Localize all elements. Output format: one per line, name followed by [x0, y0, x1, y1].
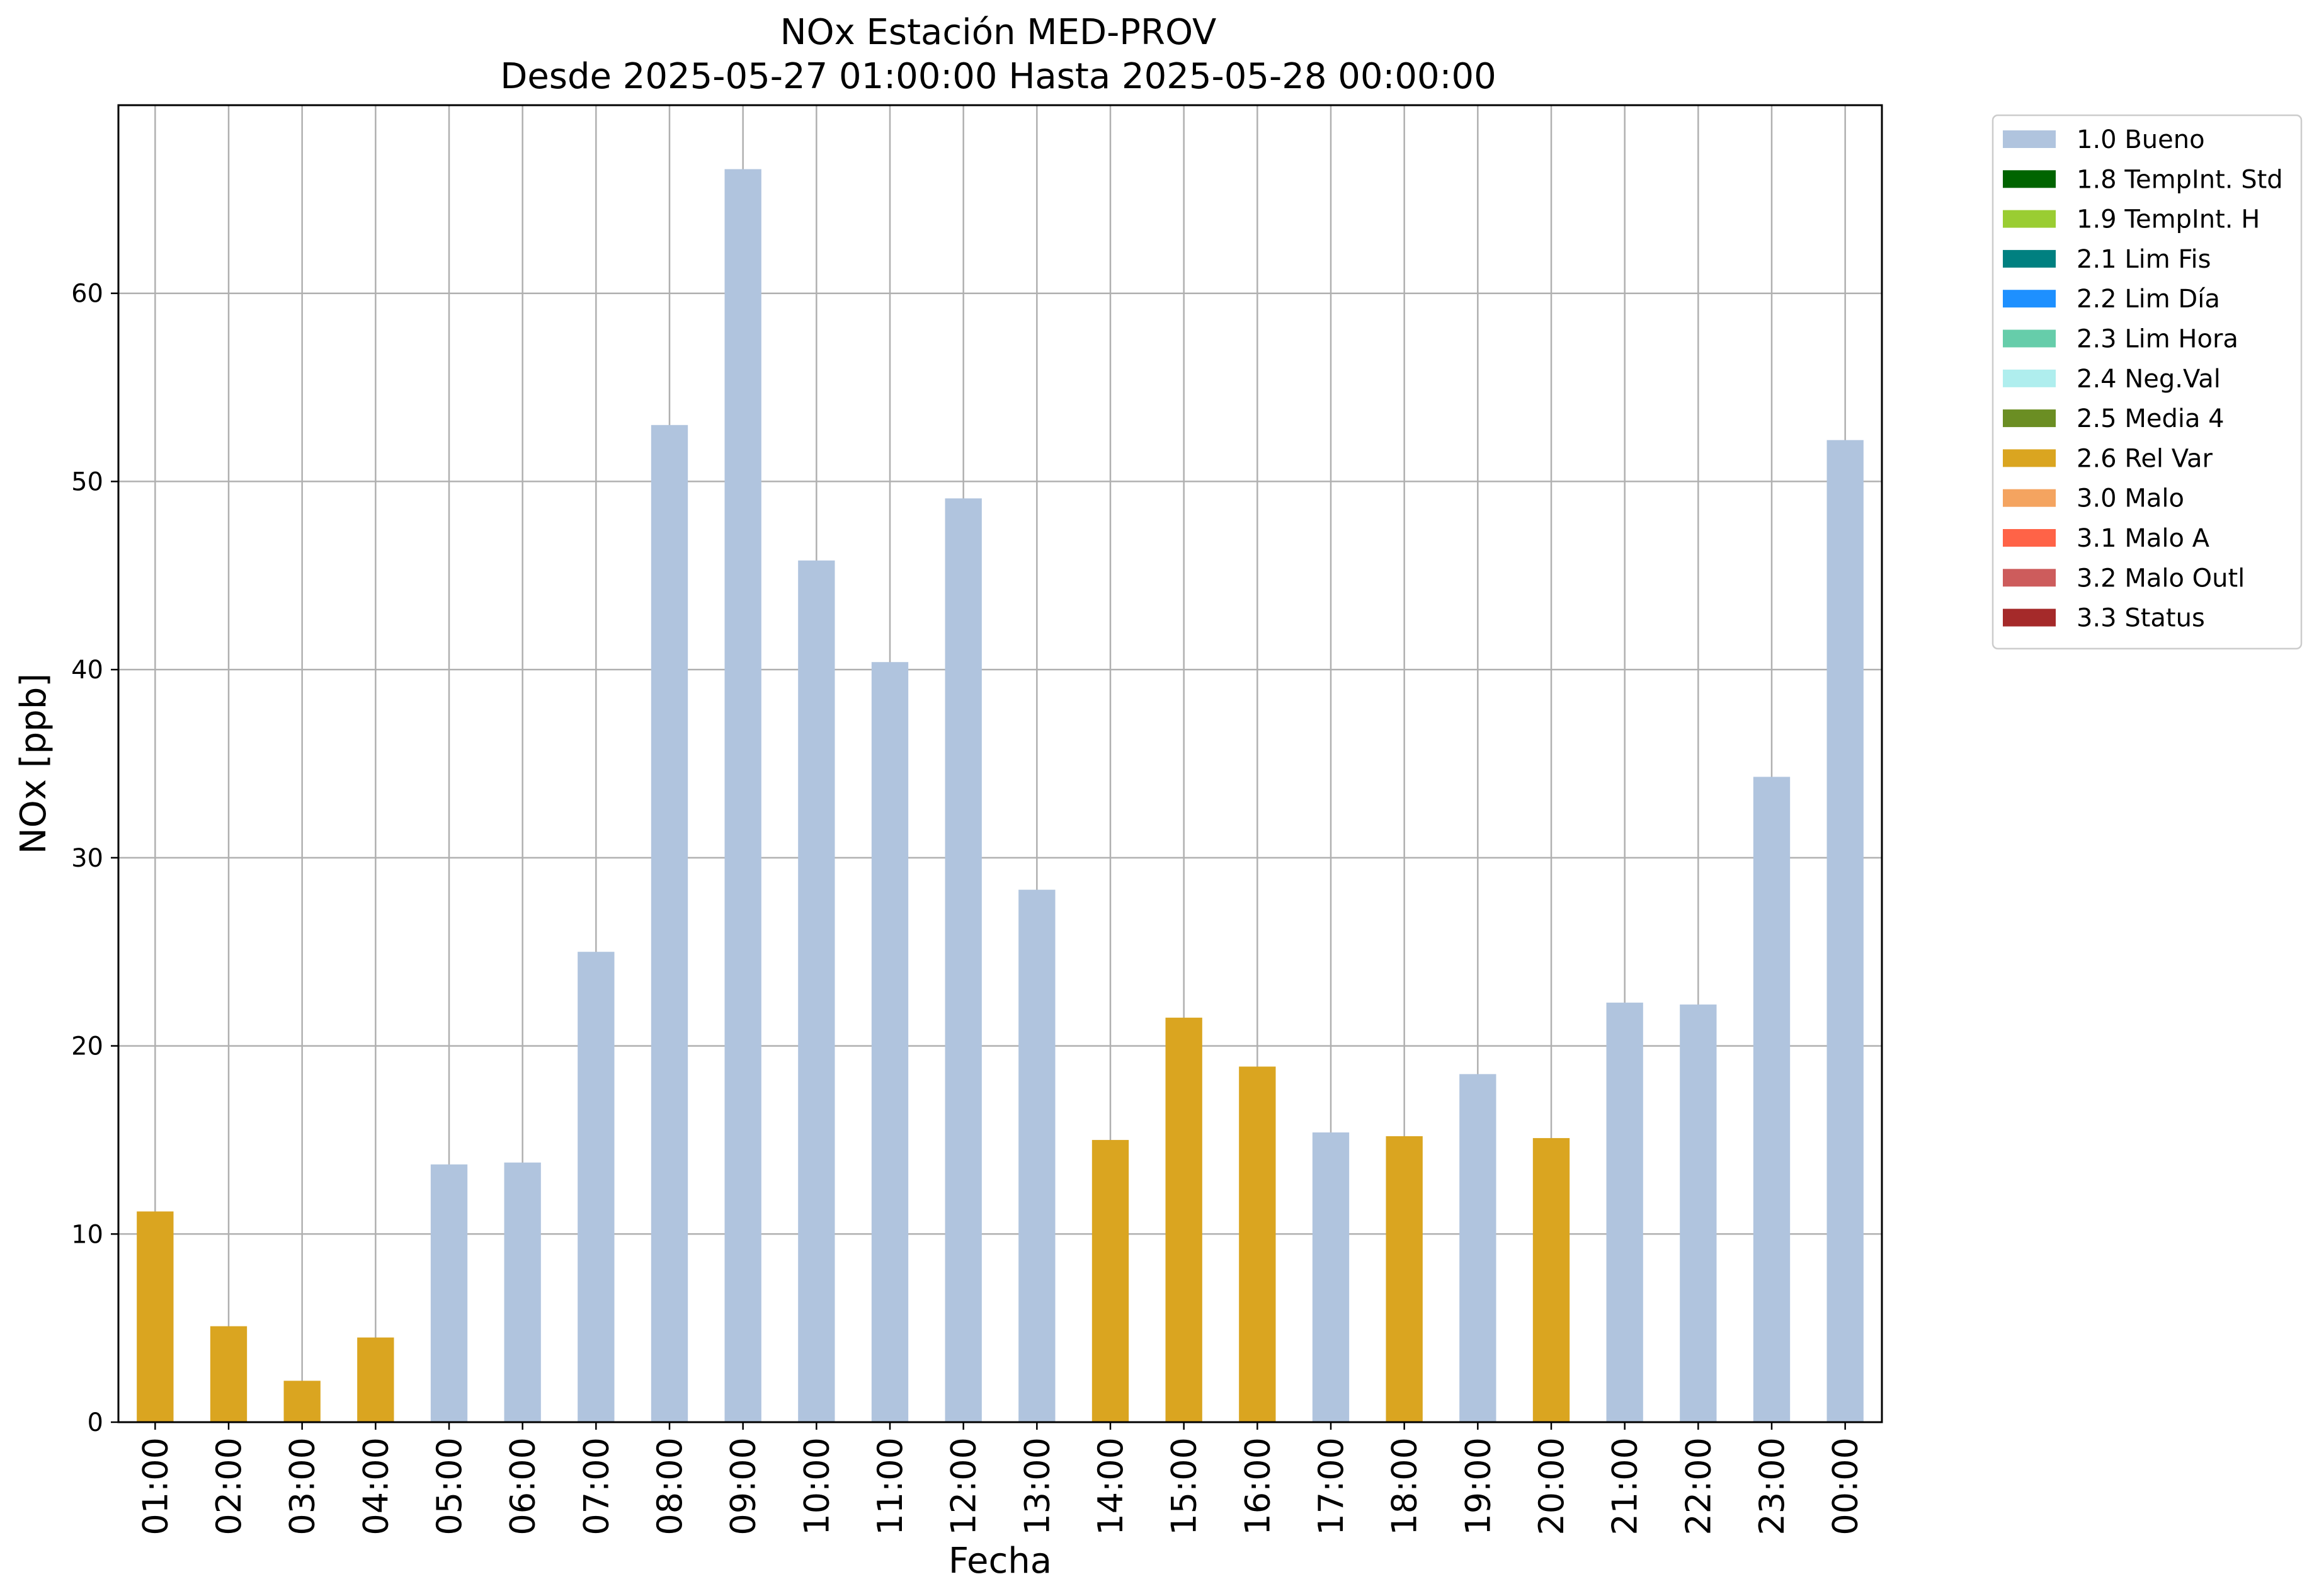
- legend-label: 2.5 Media 4: [2077, 404, 2225, 433]
- legend-label: 1.9 TempInt. H: [2077, 205, 2260, 234]
- y-tick-label: 40: [71, 656, 103, 685]
- legend-swatch: [2003, 569, 2056, 587]
- legend-label: 2.3 Lim Hora: [2077, 325, 2238, 354]
- bar-2000: [1532, 1137, 1570, 1422]
- legend-swatch: [2003, 290, 2056, 308]
- x-tick-label: 18:00: [1385, 1437, 1425, 1536]
- x-tick-label: 22:00: [1678, 1437, 1718, 1536]
- bar-2300: [1753, 777, 1791, 1422]
- legend-swatch: [2003, 369, 2056, 387]
- y-tick-label: 20: [71, 1032, 103, 1061]
- bar-2200: [1680, 1004, 1717, 1422]
- legend-swatch: [2003, 409, 2056, 428]
- bar-0800: [651, 425, 688, 1423]
- legend-swatch: [2003, 449, 2056, 467]
- bars: [137, 169, 1864, 1423]
- legend-label: 2.6 Rel Var: [2077, 444, 2213, 473]
- x-tick-label: 08:00: [650, 1437, 690, 1536]
- x-tick-label: 13:00: [1017, 1437, 1057, 1536]
- legend-label: 2.2 Lim Día: [2077, 285, 2220, 314]
- y-axis-label: NOx [ppb]: [13, 673, 54, 854]
- x-tick-label: 00:00: [1826, 1437, 1866, 1536]
- x-tick-label: 07:00: [576, 1437, 616, 1536]
- y-axis-ticks: 0 10 20 30 40 50 60: [71, 280, 118, 1437]
- bar-0700: [578, 952, 615, 1422]
- bar-1800: [1386, 1136, 1423, 1422]
- bar-0500: [430, 1164, 468, 1422]
- x-tick-label: 14:00: [1091, 1437, 1131, 1536]
- bar-1500: [1165, 1017, 1202, 1422]
- legend-frame: [1991, 114, 2303, 650]
- bar-1700: [1312, 1132, 1350, 1422]
- legend-swatch: [2003, 210, 2056, 228]
- bar-1000: [798, 560, 835, 1422]
- legend-swatch: [2003, 608, 2056, 627]
- legend-label: 1.8 TempInt. Std: [2077, 165, 2283, 194]
- x-tick-label: 01:00: [135, 1437, 175, 1536]
- legend-swatch: [2003, 489, 2056, 507]
- legend-label: 3.3 Status: [2077, 604, 2205, 633]
- legend-swatch: [2003, 529, 2056, 547]
- legend-swatch: [2003, 170, 2056, 188]
- chart-subtitle: Desde 2025-05-27 01:00:00 Hasta 2025-05-…: [500, 56, 1496, 97]
- legend-swatch: [2003, 130, 2056, 148]
- x-tick-label: 04:00: [356, 1437, 396, 1536]
- legend-swatch: [2003, 249, 2056, 268]
- bar-0000: [1826, 440, 1864, 1422]
- bar-1900: [1459, 1074, 1496, 1422]
- bar-0300: [283, 1381, 321, 1422]
- x-tick-label: 16:00: [1238, 1437, 1277, 1536]
- x-tick-label: 17:00: [1311, 1437, 1351, 1536]
- y-tick-label: 30: [71, 844, 103, 873]
- bar-1100: [871, 662, 909, 1422]
- bar-2100: [1606, 1002, 1643, 1422]
- bar-1300: [1018, 889, 1056, 1422]
- legend-label: 2.1 Lim Fis: [2077, 245, 2211, 274]
- bar-0900: [724, 169, 761, 1422]
- legend-label: 2.4 Neg.Val: [2077, 365, 2221, 394]
- chart-title: NOx Estación MED-PROV: [780, 12, 1217, 53]
- legend-label: 3.2 Malo Outl: [2077, 564, 2245, 593]
- plot-frame: [117, 104, 1883, 1423]
- x-tick-label: 23:00: [1752, 1437, 1792, 1536]
- bar-1400: [1091, 1139, 1129, 1422]
- y-tick-label: 60: [71, 280, 103, 309]
- x-tick-label: 09:00: [724, 1437, 763, 1536]
- x-tick-label: 21:00: [1605, 1437, 1645, 1536]
- bar-0400: [357, 1337, 394, 1422]
- bar-1600: [1239, 1066, 1276, 1422]
- x-axis-ticks: 01:00 02:00 03:00 04:00 05:00 06:00 07:00 08:00…: [135, 1422, 1866, 1536]
- legend-label: 1.0 Bueno: [2077, 125, 2205, 154]
- bar-0600: [504, 1162, 541, 1422]
- x-tick-label: 12:00: [944, 1437, 984, 1536]
- x-axis-label: Fecha: [949, 1541, 1052, 1582]
- x-tick-label: 06:00: [503, 1437, 543, 1536]
- legend-label: 3.0 Malo: [2077, 484, 2184, 513]
- bar-1200: [945, 498, 982, 1422]
- y-tick-label: 0: [88, 1408, 103, 1437]
- legend-label: 3.1 Malo A: [2077, 524, 2210, 553]
- bar-0200: [210, 1326, 248, 1422]
- x-tick-label: 19:00: [1458, 1437, 1498, 1536]
- legend-swatch: [2003, 329, 2056, 348]
- x-tick-label: 15:00: [1165, 1437, 1204, 1536]
- y-tick-label: 50: [71, 467, 103, 496]
- x-tick-label: 02:00: [209, 1437, 249, 1536]
- legend: 1.0 Bueno 1.8 TempInt. Std 1.9 TempInt. H 2…: [1991, 114, 2303, 650]
- x-tick-label: 03:00: [283, 1437, 322, 1536]
- x-tick-label: 20:00: [1532, 1437, 1571, 1536]
- x-tick-label: 10:00: [797, 1437, 836, 1536]
- bar-0100: [137, 1211, 174, 1422]
- x-tick-label: 05:00: [430, 1437, 469, 1536]
- x-tick-label: 11:00: [870, 1437, 910, 1536]
- y-tick-label: 10: [71, 1220, 103, 1249]
